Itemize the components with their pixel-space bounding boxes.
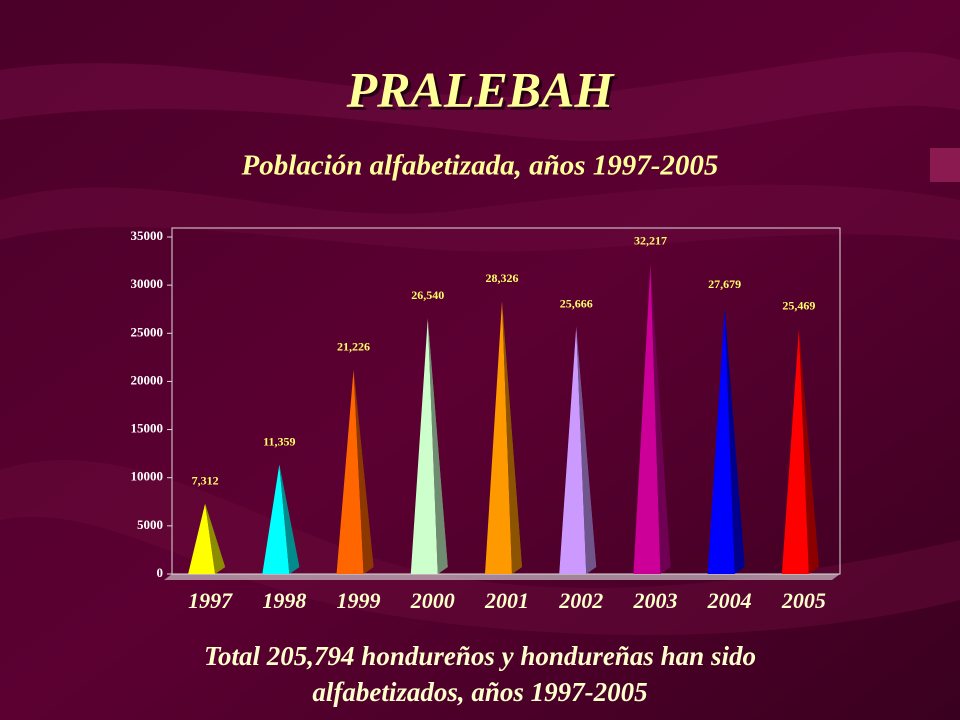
bar [781, 328, 809, 574]
bar-side [798, 328, 819, 574]
chart-subtitle: Población alfabetizada, años 1997-2005 [241, 150, 719, 182]
y-tick-label: 35000 [131, 228, 164, 243]
bar-shade [353, 369, 374, 574]
floor [164, 574, 840, 580]
y-tick-label: 30000 [131, 276, 164, 291]
wave [0, 459, 960, 635]
bar-shade [279, 464, 300, 574]
x-tick-label: 2000 [410, 588, 455, 613]
y-tick-label: 25000 [131, 324, 164, 339]
title-shadow: PRALEBAH [349, 64, 619, 120]
x-tick-label: 2001 [484, 588, 529, 613]
bar-shade [427, 318, 448, 574]
value-label: 26,540 [411, 288, 444, 302]
x-tick-label: 2003 [632, 588, 677, 613]
y-tick-label: 0 [157, 565, 164, 580]
value-label: 11,359 [263, 434, 295, 448]
bar-shade [798, 328, 819, 574]
bar-side [205, 503, 226, 574]
value-label: 28,326 [486, 271, 519, 285]
x-tick-label: 1998 [262, 588, 306, 613]
x-tick-label: 1999 [337, 588, 381, 613]
value-label: 7,312 [192, 473, 219, 487]
annotation: Total 205,794 hondureños y hondureñas ha… [204, 641, 756, 707]
bar [410, 318, 438, 574]
bar [262, 464, 290, 574]
bar-side [650, 263, 671, 574]
bar [633, 263, 661, 574]
bar-side [427, 318, 448, 574]
bar-shade [724, 307, 745, 574]
value-label: 25,469 [782, 299, 815, 313]
x-tick-label: 2005 [781, 588, 826, 613]
x-tick-label: 2002 [558, 588, 603, 613]
bar [559, 326, 587, 574]
value-label: 27,679 [708, 277, 741, 291]
bar-side [279, 464, 300, 574]
x-tick-label: 1997 [188, 588, 233, 613]
bar [485, 301, 512, 574]
bar-side [353, 369, 374, 574]
bar-shade [650, 263, 671, 574]
value-label: 25,666 [560, 297, 593, 311]
value-label: 21,226 [337, 339, 370, 353]
bar [707, 307, 735, 574]
wave [0, 184, 960, 252]
x-tick-label: 2004 [707, 588, 752, 613]
tab [930, 148, 960, 182]
bar [188, 503, 216, 574]
chart-title: PRALEBAH [346, 61, 616, 117]
y-tick-label: 5000 [137, 517, 163, 532]
wave [0, 51, 960, 142]
y-tick-label: 20000 [131, 372, 164, 387]
bar-shade [576, 326, 597, 574]
bar-side [502, 301, 522, 574]
value-label: 32,217 [634, 234, 667, 248]
y-tick-label: 10000 [131, 469, 164, 484]
bar-shade [205, 503, 226, 574]
bar-side [576, 326, 597, 574]
bar-side [724, 307, 745, 574]
bar [336, 369, 364, 574]
bar-shade [502, 301, 522, 574]
y-tick-label: 15000 [131, 421, 164, 436]
